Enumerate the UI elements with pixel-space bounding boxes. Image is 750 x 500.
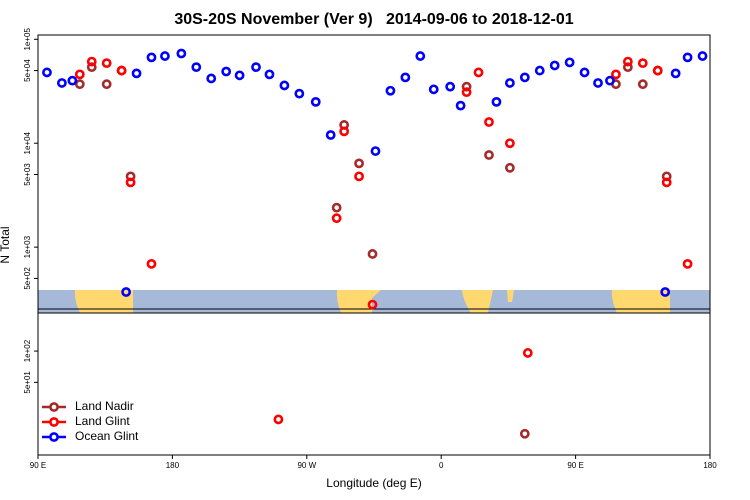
data-point bbox=[445, 81, 456, 92]
x-tick-label: 180 bbox=[703, 461, 717, 470]
data-point bbox=[56, 78, 67, 88]
data-point bbox=[191, 62, 202, 73]
data-point bbox=[522, 348, 533, 358]
data-point bbox=[682, 258, 693, 269]
data-point bbox=[101, 58, 112, 69]
data-point bbox=[611, 69, 621, 80]
plot-frame bbox=[37, 34, 711, 456]
data-point bbox=[637, 79, 648, 90]
data-point bbox=[593, 78, 603, 88]
x-tick-label: 90 W bbox=[297, 461, 316, 470]
data-point bbox=[428, 84, 439, 95]
data-point bbox=[660, 287, 671, 297]
legend-label: Land Glint bbox=[75, 414, 130, 428]
data-point bbox=[176, 48, 187, 59]
data-point bbox=[125, 177, 136, 188]
data-point bbox=[461, 87, 472, 98]
data-point bbox=[473, 67, 484, 78]
data-point bbox=[491, 96, 502, 107]
data-point bbox=[622, 56, 633, 67]
data-point bbox=[279, 80, 290, 91]
legend-marker bbox=[49, 417, 59, 427]
y-tick-label: 1e+03 bbox=[23, 235, 32, 258]
x-tick-label: 90 E bbox=[30, 461, 46, 470]
data-point bbox=[273, 414, 284, 425]
data-point bbox=[160, 51, 170, 61]
data-point bbox=[206, 73, 217, 84]
data-point bbox=[354, 171, 364, 182]
y-tick-label: 1e+02 bbox=[23, 339, 32, 362]
y-tick-label: 1e+05 bbox=[23, 28, 32, 51]
data-point bbox=[504, 78, 515, 88]
legend-label: Ocean Glint bbox=[75, 429, 139, 443]
data-point bbox=[519, 428, 530, 439]
legend-marker bbox=[49, 432, 59, 442]
data-point bbox=[310, 96, 321, 107]
data-point bbox=[661, 177, 672, 188]
data-point bbox=[121, 287, 132, 297]
data-point bbox=[670, 68, 681, 79]
data-point bbox=[86, 56, 97, 67]
data-point bbox=[294, 88, 305, 99]
data-point bbox=[74, 69, 85, 80]
data-point bbox=[354, 158, 364, 169]
data-point bbox=[251, 62, 261, 73]
data-point bbox=[331, 213, 342, 224]
chart-title: 30S-20S November (Ver 9) 2014-09-06 to 2… bbox=[174, 11, 573, 28]
data-point bbox=[622, 62, 633, 73]
data-point bbox=[682, 52, 693, 63]
x-tick-label: 0 bbox=[439, 461, 444, 470]
y-tick-label: 1e+04 bbox=[23, 131, 32, 154]
data-point bbox=[652, 65, 663, 76]
data-point bbox=[325, 130, 336, 140]
data-point bbox=[331, 202, 342, 213]
data-point bbox=[67, 75, 78, 86]
data-point bbox=[519, 72, 530, 83]
data-point bbox=[534, 65, 545, 76]
data-point bbox=[370, 146, 381, 156]
data-point bbox=[385, 85, 396, 96]
data-point bbox=[484, 150, 494, 160]
data-point bbox=[234, 70, 245, 81]
y-axis-label: N Total bbox=[0, 226, 12, 263]
data-point bbox=[415, 51, 426, 61]
data-point bbox=[461, 81, 472, 92]
x-tick-label: 90 E bbox=[567, 461, 583, 470]
x-tick-label: 180 bbox=[166, 461, 180, 470]
x-axis-label: Longitude (deg E) bbox=[326, 476, 421, 490]
y-tick-label: 5e+03 bbox=[23, 163, 32, 186]
data-point bbox=[697, 51, 708, 61]
legend-marker bbox=[49, 402, 59, 412]
data-point bbox=[455, 100, 466, 111]
data-point bbox=[42, 67, 52, 78]
data-point bbox=[339, 126, 350, 137]
y-tick-label: 5e+02 bbox=[23, 267, 32, 290]
data-point bbox=[367, 299, 378, 310]
data-point bbox=[637, 58, 648, 69]
data-point bbox=[221, 66, 232, 77]
data-point bbox=[264, 69, 275, 80]
data-point bbox=[86, 62, 97, 73]
data-point bbox=[146, 52, 157, 63]
data-point bbox=[484, 117, 494, 127]
data-point bbox=[146, 258, 157, 269]
data-point bbox=[116, 65, 127, 76]
data-point bbox=[504, 138, 515, 149]
data-point bbox=[605, 75, 615, 86]
data-point bbox=[564, 57, 575, 68]
data-point bbox=[504, 162, 515, 173]
y-tick-label: 5e+04 bbox=[23, 59, 32, 82]
data-point bbox=[400, 72, 411, 83]
data-point bbox=[579, 67, 590, 78]
data-point bbox=[367, 249, 378, 259]
y-tick-label: 5e+01 bbox=[23, 371, 32, 394]
data-point bbox=[101, 79, 112, 90]
data-point bbox=[74, 79, 85, 90]
legend-label: Land Nadir bbox=[75, 399, 134, 413]
data-point bbox=[549, 60, 560, 71]
data-point bbox=[131, 68, 142, 79]
